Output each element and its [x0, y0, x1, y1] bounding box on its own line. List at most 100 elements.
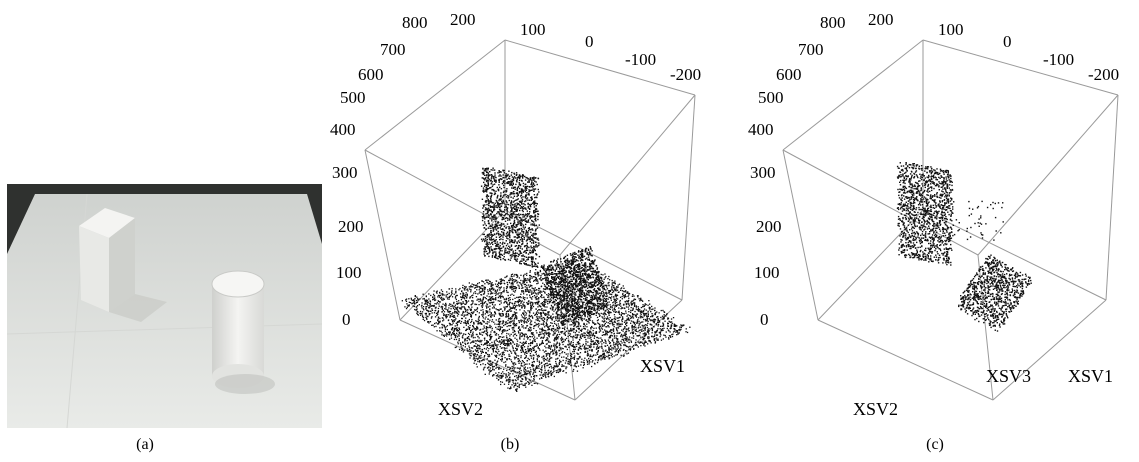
point [482, 317, 485, 319]
point [509, 279, 511, 281]
point [432, 324, 434, 326]
point [505, 364, 507, 366]
point [442, 313, 445, 315]
point [647, 343, 649, 345]
point [504, 329, 506, 331]
point [499, 336, 502, 338]
point [414, 298, 416, 300]
point [571, 344, 574, 346]
point [579, 356, 581, 359]
point [464, 298, 466, 300]
point [549, 345, 551, 348]
point [594, 303, 596, 305]
point [553, 283, 556, 286]
point [485, 310, 487, 312]
point [499, 374, 501, 377]
point [575, 290, 578, 293]
point [457, 321, 459, 323]
point [461, 306, 463, 308]
point [535, 367, 537, 369]
point [537, 301, 539, 304]
point [597, 277, 599, 279]
point [573, 346, 575, 349]
point [470, 285, 472, 287]
point [542, 309, 544, 312]
point [581, 345, 584, 347]
point [546, 337, 548, 339]
point [625, 320, 628, 322]
point [642, 300, 644, 302]
point [634, 310, 636, 313]
point [554, 309, 557, 311]
point [498, 324, 501, 326]
point [488, 354, 490, 356]
point [512, 298, 514, 301]
point [481, 339, 483, 342]
point [609, 320, 611, 322]
point [486, 335, 489, 337]
point [641, 310, 643, 312]
point [573, 331, 575, 333]
point [529, 330, 531, 332]
point [468, 328, 470, 330]
point [603, 307, 605, 309]
point [557, 369, 559, 371]
point [416, 308, 418, 310]
point [559, 353, 561, 355]
point [555, 317, 557, 320]
point [575, 321, 577, 323]
point [429, 313, 431, 315]
point [522, 290, 524, 292]
point [595, 273, 598, 276]
point [586, 361, 589, 363]
point [629, 348, 631, 350]
point [513, 279, 515, 281]
point [619, 299, 621, 302]
point [456, 324, 459, 326]
point [617, 327, 620, 329]
point [561, 308, 563, 310]
point [606, 351, 608, 353]
point [616, 287, 618, 289]
cylinder [211, 270, 275, 394]
point [583, 295, 585, 297]
point [451, 324, 453, 326]
point [578, 324, 580, 326]
point [549, 360, 551, 362]
point [456, 336, 459, 338]
point [516, 388, 518, 390]
point [528, 371, 531, 373]
point [462, 287, 464, 289]
point [493, 369, 495, 371]
point [521, 326, 523, 328]
point [615, 311, 617, 313]
point [666, 314, 668, 316]
point [484, 337, 486, 339]
point [577, 260, 579, 262]
point [464, 289, 466, 291]
point [632, 331, 634, 333]
point [532, 364, 534, 366]
point [606, 330, 608, 332]
point [514, 297, 516, 299]
point [484, 297, 486, 299]
point [404, 306, 406, 308]
point [460, 343, 462, 346]
point [566, 267, 568, 269]
point [550, 329, 553, 331]
point [512, 329, 514, 331]
point [569, 363, 571, 365]
point [635, 330, 637, 332]
point [556, 341, 558, 343]
point [464, 321, 466, 323]
point [570, 320, 572, 322]
point [589, 343, 592, 345]
point [517, 358, 519, 360]
point [591, 356, 593, 358]
point [597, 358, 600, 360]
point [511, 317, 513, 320]
point [583, 359, 585, 362]
point [514, 301, 516, 303]
point [626, 292, 628, 294]
point [667, 329, 669, 331]
